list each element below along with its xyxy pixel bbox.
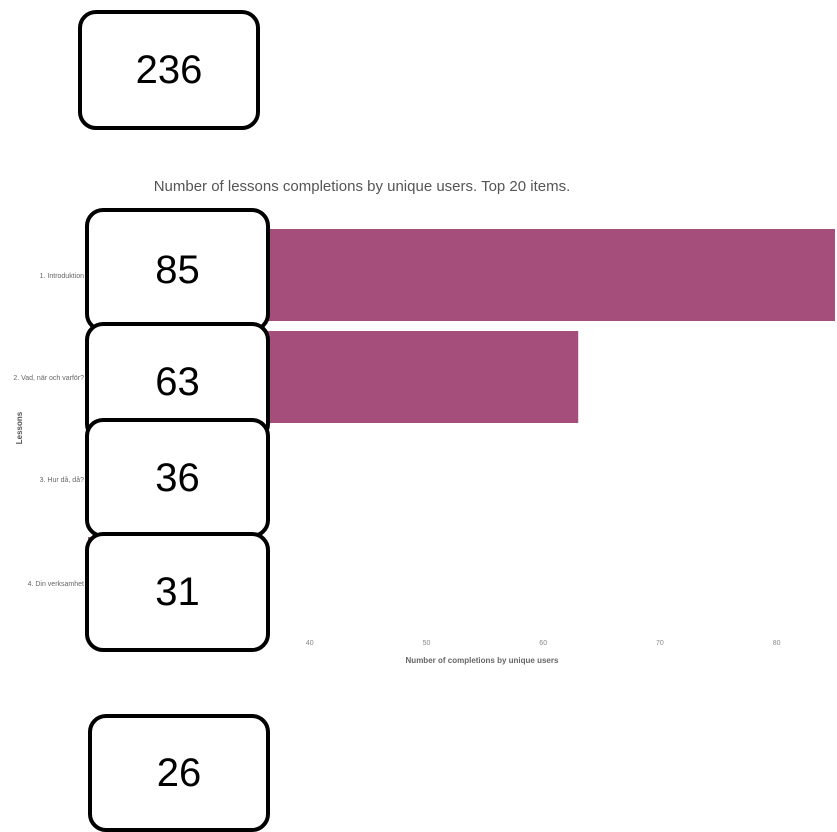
category-label-3: 3. Hur då, då? <box>40 476 84 484</box>
x-tick-50: 50 <box>423 640 431 647</box>
x-axis-title: Number of completions by unique users <box>406 656 559 665</box>
category-label-1: 1. Introduktion <box>40 273 84 280</box>
callout-bar-1: 85 <box>85 208 270 332</box>
callout-bar-4: 31 <box>85 532 270 652</box>
y-axis-title: Lessons <box>15 411 24 444</box>
x-tick-80: 80 <box>773 640 781 647</box>
callout-bottom: 26 <box>88 714 270 832</box>
category-labels: 1. Introduktion 2. Vad, när och varför? 3.… <box>13 273 84 588</box>
x-tick-70: 70 <box>656 640 664 647</box>
category-label-2: 2. Vad, när och varför? <box>13 375 84 382</box>
x-tick-60: 60 <box>539 640 547 647</box>
callout-bar-3: 36 <box>85 418 270 538</box>
callout-top: 236 <box>78 10 260 130</box>
chart-title: Number of lessons completions by unique … <box>154 178 571 195</box>
category-label-4: 4. Din verksamhet <box>28 581 84 588</box>
x-tick-40: 40 <box>306 640 314 647</box>
x-tick-labels: 304050607080 <box>189 640 780 647</box>
